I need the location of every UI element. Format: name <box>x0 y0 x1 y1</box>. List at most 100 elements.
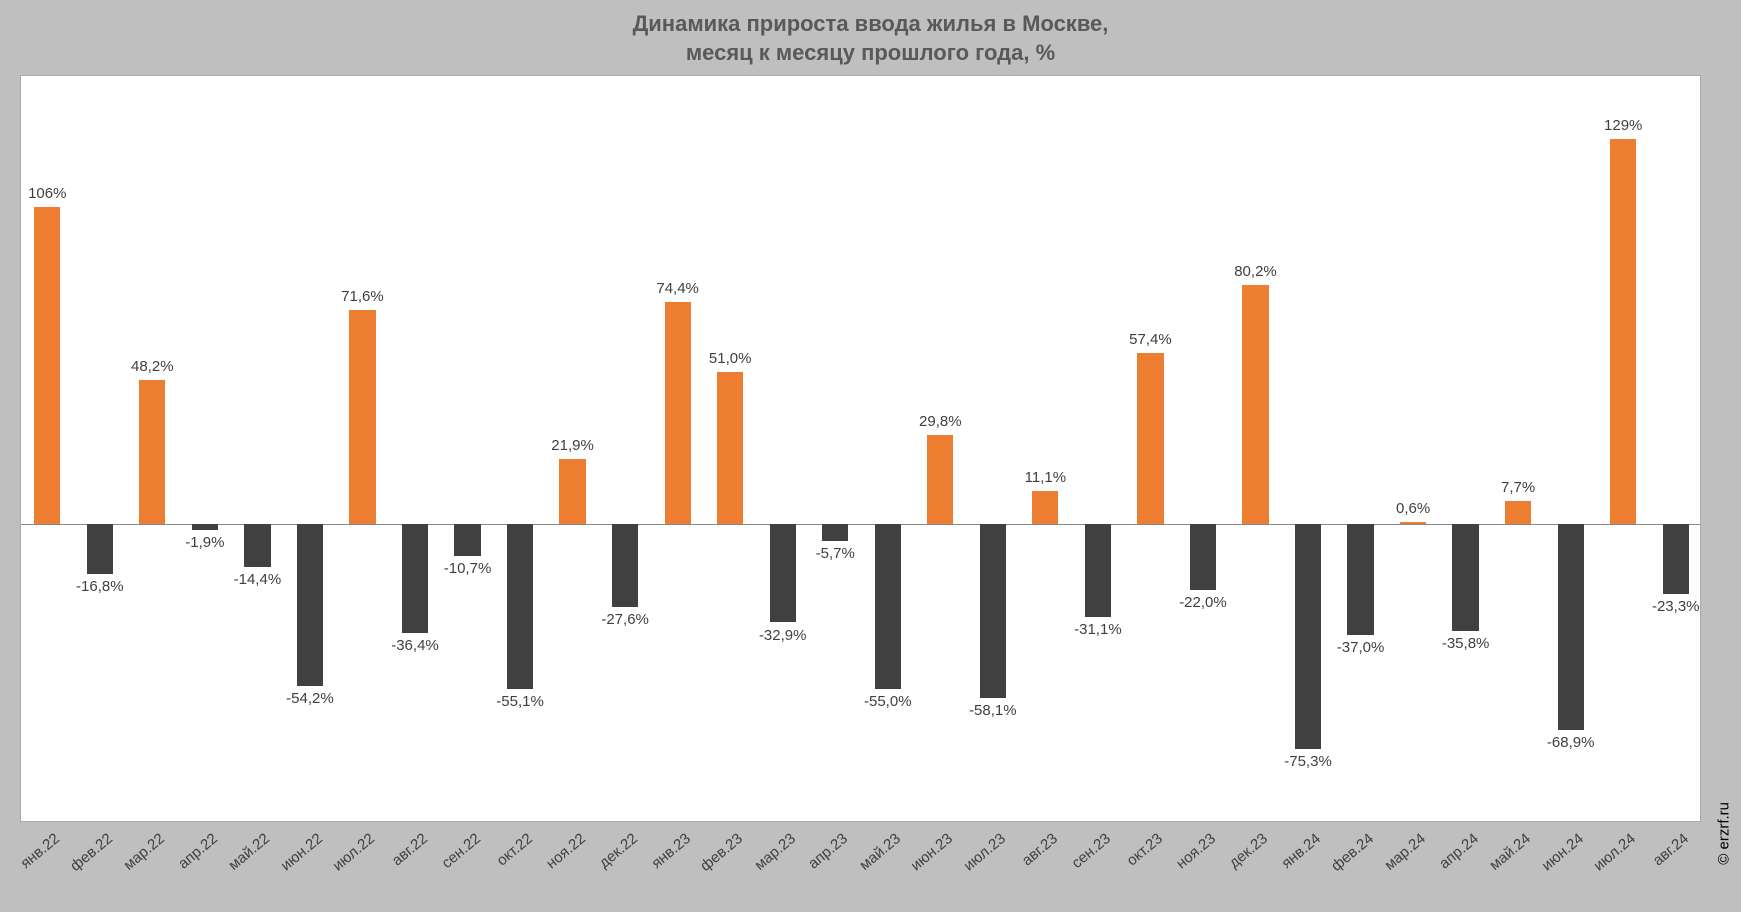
x-axis-labels: янв.22фев.22мар.22апр.22май.22июн.22июл.… <box>20 822 1701 912</box>
chart-container: Динамика прироста ввода жилья в Москве, … <box>0 0 1741 912</box>
bar-value-label: 129% <box>1604 117 1642 134</box>
bar-value-label: 71,6% <box>341 288 384 305</box>
bar-value-label: -31,1% <box>1074 621 1122 638</box>
bar <box>349 310 375 524</box>
bar-value-label: 80,2% <box>1234 263 1277 280</box>
bar-value-label: -27,6% <box>601 611 649 628</box>
bar-value-label: 0,6% <box>1396 500 1430 517</box>
plot-area: 106% -16,8% 48,2% -1,9% -14,4% -54,2% 71,6% -36… <box>20 75 1701 822</box>
bar <box>612 524 638 606</box>
x-axis-label: мар.23 <box>751 830 799 874</box>
bar-value-label: -68,9% <box>1547 734 1595 751</box>
bar-value-label: -5,7% <box>816 545 855 562</box>
x-axis-label: июл.24 <box>1591 830 1639 874</box>
bar <box>665 302 691 524</box>
title-line-2: месяц к месяцу прошлого года, % <box>0 39 1741 68</box>
x-axis-label: янв.22 <box>18 830 64 872</box>
bar-value-label: 57,4% <box>1129 331 1172 348</box>
x-axis-label: мар.22 <box>121 830 169 874</box>
bar-value-label: -36,4% <box>391 637 439 654</box>
x-axis-label: ноя.23 <box>1173 830 1219 872</box>
bar <box>1085 524 1111 617</box>
bar-value-label: -10,7% <box>444 560 492 577</box>
bar-value-label: -54,2% <box>286 690 334 707</box>
bar-value-label: -35,8% <box>1442 635 1490 652</box>
bar <box>1400 522 1426 524</box>
bar-value-label: -23,3% <box>1652 598 1700 615</box>
bars-group: 106% -16,8% 48,2% -1,9% -14,4% -54,2% 71,6% -36… <box>21 76 1700 821</box>
bar <box>1032 491 1058 524</box>
copyright: © erzrf.ru <box>1716 802 1733 865</box>
x-axis-label: май.23 <box>856 830 904 874</box>
bar <box>87 524 113 574</box>
x-axis-label: июн.23 <box>908 830 956 874</box>
bar <box>927 435 953 524</box>
bar-value-label: 106% <box>28 185 66 202</box>
bar-value-label: -75,3% <box>1284 753 1332 770</box>
x-axis-label: май.24 <box>1486 830 1534 874</box>
bar-value-label: -55,1% <box>496 693 544 710</box>
x-axis-label: янв.24 <box>1278 830 1324 872</box>
bar <box>1663 524 1689 594</box>
bar <box>244 524 270 567</box>
x-axis-label: июн.24 <box>1538 830 1586 874</box>
bar-value-label: 48,2% <box>131 358 174 375</box>
bar <box>1505 501 1531 524</box>
bar <box>297 524 323 686</box>
bar <box>822 524 848 541</box>
x-axis-label: фев.23 <box>697 830 746 875</box>
bar-value-label: 29,8% <box>919 413 962 430</box>
bar <box>454 524 480 556</box>
bar <box>1242 285 1268 525</box>
bar <box>770 524 796 622</box>
bar <box>559 459 585 524</box>
bar-value-label: 21,9% <box>551 437 594 454</box>
bar-value-label: -58,1% <box>969 702 1017 719</box>
x-axis-label: апр.23 <box>805 830 851 872</box>
title-line-1: Динамика прироста ввода жилья в Москве, <box>0 10 1741 39</box>
x-axis-label: фев.24 <box>1328 830 1377 875</box>
x-axis-label: апр.24 <box>1436 830 1482 872</box>
x-axis-label: ноя.22 <box>543 830 589 872</box>
bar <box>1137 353 1163 525</box>
x-axis-label: сен.22 <box>438 830 483 872</box>
x-axis-label: окт.22 <box>494 830 536 869</box>
bar-value-label: -1,9% <box>185 534 224 551</box>
bar <box>192 524 218 530</box>
x-axis-label: авг.24 <box>1649 830 1691 869</box>
x-axis-label: мар.24 <box>1381 830 1429 874</box>
x-axis-label: дек.23 <box>1226 830 1271 872</box>
bar-value-label: 51,0% <box>709 350 752 367</box>
x-axis-label: сен.23 <box>1068 830 1113 872</box>
x-axis-label: авг.22 <box>389 830 431 869</box>
bar <box>980 524 1006 698</box>
x-axis-label: дек.22 <box>596 830 641 872</box>
bar <box>875 524 901 688</box>
bar <box>1347 524 1373 635</box>
bar-value-label: 74,4% <box>656 280 699 297</box>
bar <box>1610 139 1636 524</box>
x-axis-label: фев.22 <box>67 830 116 875</box>
bar <box>139 380 165 524</box>
bar-value-label: -37,0% <box>1337 639 1385 656</box>
bar <box>717 372 743 524</box>
bar-value-label: -32,9% <box>759 627 807 644</box>
x-axis-label: июл.22 <box>330 830 378 874</box>
x-axis-label: окт.23 <box>1124 830 1166 869</box>
chart-title: Динамика прироста ввода жилья в Москве, … <box>0 0 1741 67</box>
bar-value-label: -14,4% <box>234 571 282 588</box>
bar-value-label: 7,7% <box>1501 479 1535 496</box>
bar <box>1452 524 1478 631</box>
bar <box>1190 524 1216 590</box>
bar-value-label: -16,8% <box>76 578 124 595</box>
x-axis-label: май.22 <box>226 830 274 874</box>
x-axis-label: апр.22 <box>175 830 221 872</box>
x-axis-label: июн.22 <box>278 830 326 874</box>
x-axis-label: янв.23 <box>648 830 694 872</box>
x-axis-label: авг.23 <box>1019 830 1061 869</box>
bar <box>1295 524 1321 749</box>
bar <box>1558 524 1584 730</box>
bar <box>34 207 60 524</box>
bar <box>507 524 533 689</box>
x-axis-label: июл.23 <box>960 830 1008 874</box>
